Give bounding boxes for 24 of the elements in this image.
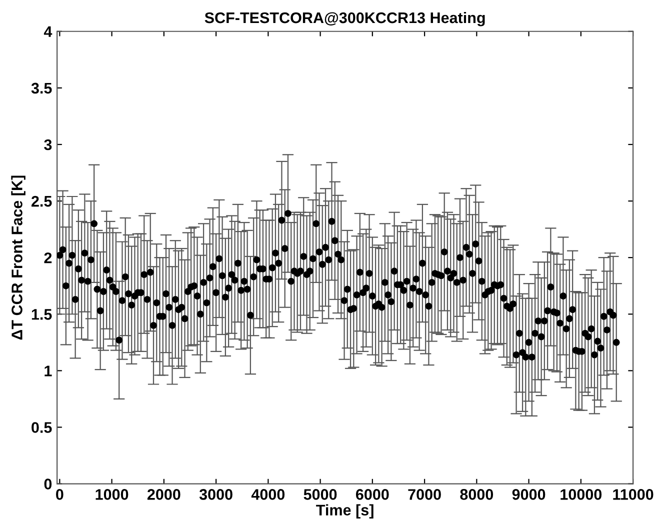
y-tick-label: 4 [44,26,52,37]
y-tick-label: 0 [44,478,52,490]
y-tick-label: 3.5 [31,82,52,94]
y-tick-label: 1 [44,366,52,376]
x-tick-label: 11000 [613,489,654,500]
y-axis-title: ΔT CCR Front Face [K] [11,176,26,340]
chart-title: SCF-TESTCORA@300KCCR13 Heating [204,12,485,26]
x-tick-label: 8000 [460,489,494,500]
x-tick-label: 2000 [147,489,180,500]
x-axis-title: Time [s] [316,504,374,519]
x-tick-label: 9000 [512,489,546,500]
y-tick-label: 0.5 [32,422,52,433]
x-tick-label: 0 [56,489,64,500]
y-tick-label: 1.5 [32,309,52,320]
x-tick-label: 4000 [251,489,285,500]
y-tick-label: 2.5 [32,196,52,207]
y-tick-label: 3 [44,139,52,150]
x-tick-label: 7000 [408,489,441,500]
x-tick-label: 10000 [560,489,602,500]
x-tick-label: 6000 [356,489,389,500]
y-tick-label: 2 [44,252,52,264]
x-tick-label: 3000 [199,489,232,500]
x-tick-label: 1000 [96,489,128,500]
x-tick-label: 5000 [304,489,337,500]
